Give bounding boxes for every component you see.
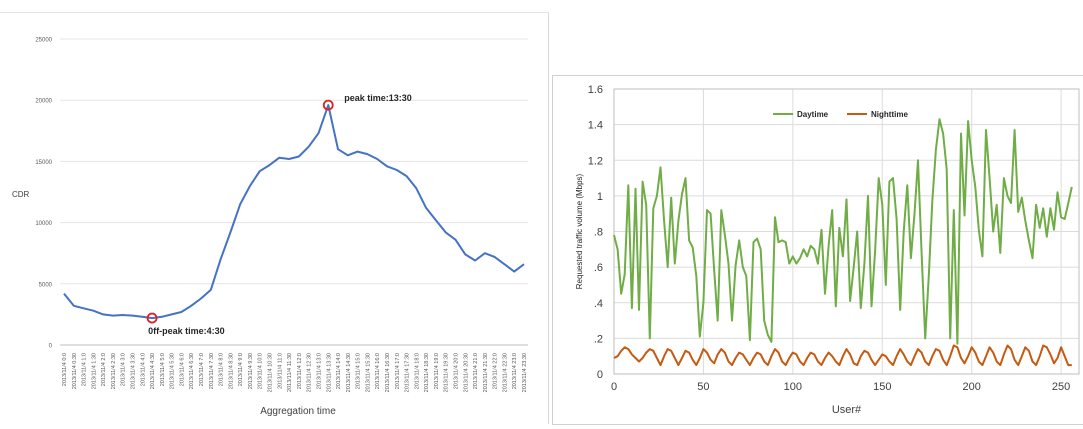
y-tick-label: .2 (594, 333, 603, 345)
x-tick-label: 2013/11/4 7:0 (199, 353, 205, 386)
x-tick-label: 2013/11/4 14:0 (336, 353, 342, 389)
peak-marker (322, 99, 334, 111)
x-tick-label: 2013/11/4 20:0 (453, 353, 459, 389)
y-tick-label: .8 (594, 227, 603, 239)
x-tick-label: 2013/11/4 12:0 (297, 353, 303, 389)
y-tick-label: .4 (594, 298, 603, 310)
x-tick-label: 2013/11/4 12:30 (307, 353, 313, 392)
peak-annotation: peak time:13:30 (344, 93, 412, 103)
legend-entry: Daytime (797, 110, 829, 119)
x-tick-label: 2013/11/4 3:0 (121, 353, 127, 386)
x-tick-label: 2013/11/4 16:0 (375, 353, 381, 389)
x-tick-label: 2013/11/4 0:30 (72, 353, 78, 389)
nighttime-series-line (613, 344, 1072, 367)
y-tick-label: 1.2 (588, 155, 603, 167)
y-axis-label: Requested traffic volume (Mbps) (575, 173, 584, 289)
x-tick-label: 250 (1052, 381, 1070, 393)
x-tick-label: 2013/11/4 4:30 (150, 353, 156, 389)
x-tick-label: 2013/11/4 23:30 (522, 353, 528, 392)
x-axis-label: Aggregation time (260, 406, 336, 417)
x-tick-label: 2013/11/4 21:0 (473, 353, 479, 389)
x-tick-label: 2013/11/4 18:30 (424, 353, 430, 392)
x-tick-label: 2013/11/4 17:0 (395, 353, 401, 389)
x-tick-label: 50 (697, 381, 709, 393)
traffic-chart-panel: 0 .2 .4 .6 .8 1 1.2 1.4 1.6 0 50 100 150 200 250 Reques… (552, 75, 1083, 425)
y-tick-label: 20000 (35, 99, 52, 105)
x-tick-label: 2013/11/4 11:30 (287, 353, 293, 392)
off-peak-annotation: 0ff-peak time:4:30 (148, 326, 225, 336)
cdr-series-line (63, 104, 525, 320)
x-tick-label: 2013/11/4 4:0 (140, 353, 146, 386)
cdr-chart-panel: 0 5000 10000 15000 20000 25000 CDR 2013/11/4 0:… (0, 12, 549, 424)
x-tick-label: 0 (611, 381, 617, 393)
x-tick-label: 2013/11/4 5:0 (160, 353, 166, 386)
x-tick-label: 2013/11/4 16:30 (385, 353, 391, 392)
y-tick-label: 1.4 (588, 120, 603, 132)
x-tick-label: 2013/11/4 13:0 (316, 353, 322, 389)
x-tick-label: 2013/11/4 9:30 (248, 353, 254, 389)
x-tick-label: 2013/11/4 8:30 (228, 353, 234, 389)
x-tick-label: 2013/11/4 11:0 (277, 353, 283, 389)
off-peak-marker (146, 312, 158, 324)
cdr-chart: 0 5000 10000 15000 20000 25000 CDR 2013/11/4 0:… (12, 38, 528, 417)
x-tick-label: 2013/11/4 14:30 (346, 353, 352, 392)
x-tick-label: 2013/11/4 7:30 (209, 353, 215, 389)
x-tick-label: 2013/11/4 20:30 (463, 353, 469, 392)
x-tick-label: 2013/11/4 2:0 (101, 353, 107, 386)
x-tick-label: 2013/11/4 19:0 (434, 353, 440, 389)
x-tick-label: 2013/11/4 9:0 (238, 353, 244, 386)
x-tick-label: 2013/11/4 22:0 (493, 353, 499, 389)
x-tick-label: 150 (873, 381, 891, 393)
x-tick-label: 2013/11/4 5:30 (170, 353, 176, 389)
y-tick-label: 25000 (35, 38, 52, 44)
x-tick-label: 100 (784, 381, 802, 393)
y-tick-label: 0 (597, 369, 603, 381)
x-tick-label: 2013/11/4 6:0 (179, 353, 185, 386)
x-tick-label: 2013/11/4 3:30 (131, 353, 137, 389)
daytime-series-line (613, 118, 1073, 345)
x-tick-label: 2013/11/4 18:0 (414, 353, 420, 389)
x-tick-label: 2013/11/4 0:0 (62, 353, 68, 386)
x-axis-label: User# (832, 404, 862, 416)
x-tick-label: 2013/11/4 21:30 (483, 353, 489, 392)
y-tick-label: 5000 (39, 282, 53, 288)
x-tick-label: 2013/11/4 6:30 (189, 353, 195, 389)
x-tick-label: 2013/11/4 1:30 (91, 353, 97, 389)
x-tick-label: 2013/11/4 15:30 (365, 353, 371, 392)
x-tick-label: 2013/11/4 10:30 (268, 353, 274, 392)
x-tick-label: 2013/11/4 13:30 (326, 353, 332, 392)
y-tick-label: 1.6 (588, 84, 603, 96)
y-tick-label: 0 (49, 344, 53, 350)
x-tick-label: 2013/11/4 2:30 (111, 353, 117, 389)
x-tick-label: 2013/11/4 17:30 (405, 353, 411, 392)
x-tick-label: 2013/11/4 23:0 (512, 353, 518, 389)
x-tick-label: 2013/11/4 1:0 (82, 353, 88, 386)
x-tick-label: 2013/11/4 22:30 (502, 353, 508, 392)
x-tick-label: 2013/11/4 8:0 (219, 353, 225, 386)
traffic-chart: 0 .2 .4 .6 .8 1 1.2 1.4 1.6 0 50 100 150 200 250 Reques… (575, 84, 1080, 416)
x-tick-label: 2013/11/4 15:0 (356, 353, 362, 389)
x-tick-label: 2013/11/4 19:30 (444, 353, 450, 392)
x-tick-label: 2013/11/4 10:0 (258, 353, 264, 389)
y-tick-label: 10000 (35, 221, 52, 227)
legend-entry: Nighttime (871, 110, 908, 119)
y-tick-label: 15000 (35, 160, 52, 166)
plot-frame (613, 88, 1080, 375)
y-axis-label: CDR (12, 190, 30, 199)
y-tick-label: 1 (597, 191, 603, 203)
x-tick-label: 200 (963, 381, 981, 393)
y-tick-label: .6 (594, 262, 603, 274)
